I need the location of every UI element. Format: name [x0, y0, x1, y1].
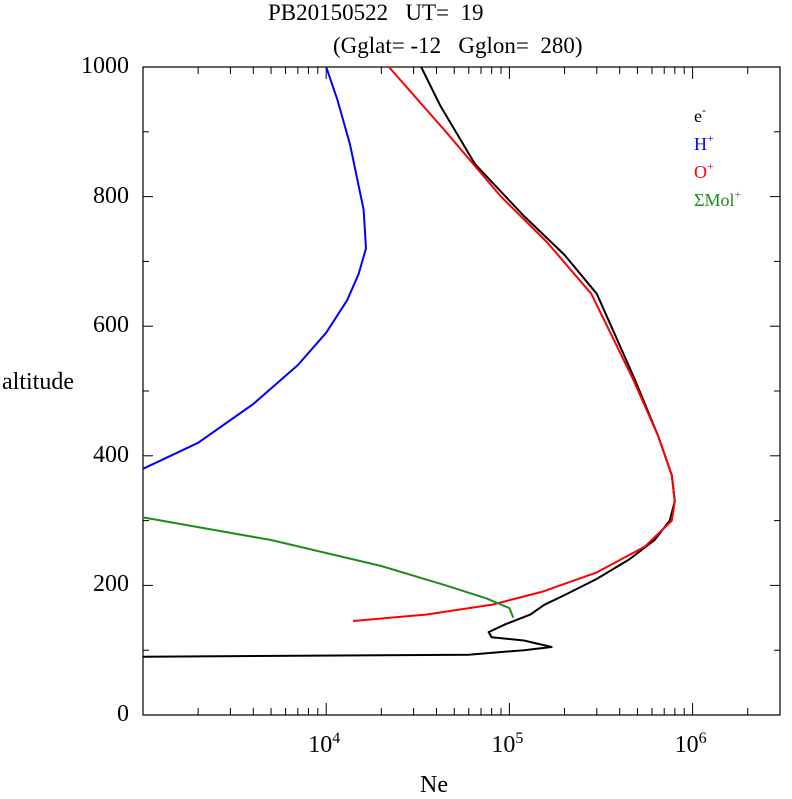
y-tick-label: 600 [93, 312, 129, 339]
chart-title: PB20150522 UT= 19 [268, 0, 484, 25]
series-line-h [142, 66, 367, 470]
y-tick-label: 0 [117, 701, 129, 727]
y-tick-label: 400 [93, 441, 129, 468]
legend-item: ΣMol+ [694, 187, 742, 210]
series-line-mol [142, 516, 515, 619]
legend-item: H+ [694, 131, 714, 154]
legend-item: e- [694, 103, 706, 126]
y-tick-label: 200 [93, 571, 129, 598]
x-axis-title: Ne [420, 772, 448, 798]
x-tick-label: 104 [308, 730, 341, 758]
x-tick-label: 105 [491, 730, 524, 758]
axis-ticks [142, 66, 781, 716]
legend-item: O+ [694, 159, 714, 182]
y-tick-label: 1000 [81, 53, 129, 79]
y-tick-label: 800 [93, 182, 129, 209]
plot-frame [142, 66, 781, 716]
series-layer [142, 66, 676, 658]
chart-subtitle: (Gglat= -12 Gglon= 280) [333, 33, 583, 58]
series-line-e [142, 66, 676, 658]
x-tick-label: 106 [674, 730, 707, 758]
series-line-o [352, 66, 676, 622]
y-axis-title: altitude [2, 369, 74, 395]
